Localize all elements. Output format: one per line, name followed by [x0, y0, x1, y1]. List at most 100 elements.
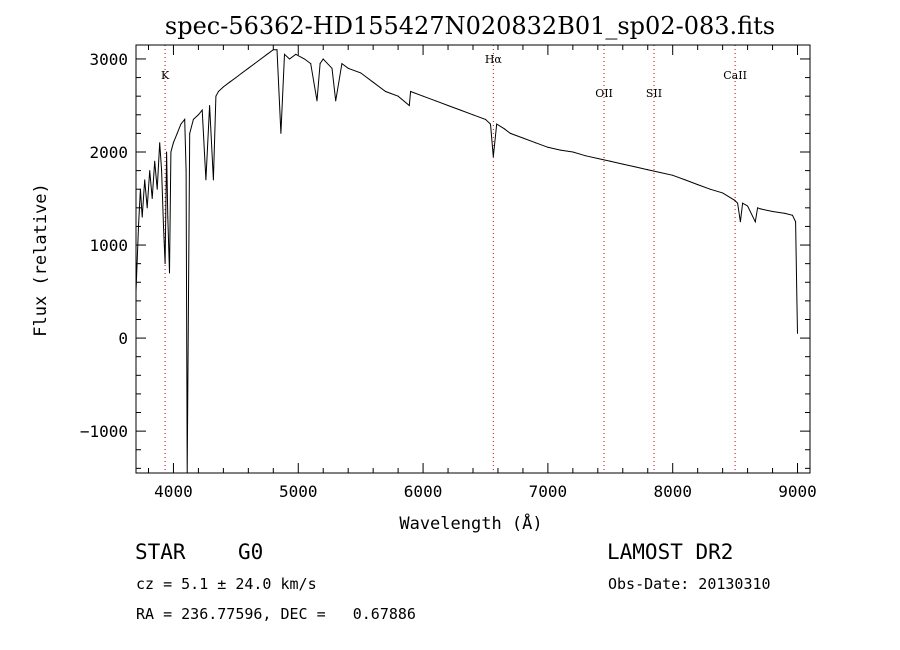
- spectrum-point: [739, 221, 741, 223]
- spectrum-point: [310, 63, 312, 65]
- y-tick-label: 1000: [89, 236, 128, 255]
- spectrum-point: [254, 63, 256, 65]
- spectrum-point: [734, 199, 736, 201]
- spectrum-point: [260, 58, 262, 60]
- spectrum-point: [410, 91, 412, 93]
- object-subclass: G0: [238, 540, 264, 564]
- spectrum-point: [209, 104, 211, 106]
- spectrum-point: [709, 188, 711, 190]
- spectrum-point: [280, 132, 282, 134]
- spectrum-point: [684, 179, 686, 181]
- obs-date: Obs-Date: 20130310: [608, 575, 771, 593]
- spectrum-point: [161, 170, 163, 172]
- spectrum-point: [742, 202, 744, 204]
- redshift-cz: cz = 5.1 ± 24.0 km/s: [136, 575, 317, 593]
- x-tick-label: 5000: [279, 482, 318, 501]
- spectrum-point: [276, 49, 278, 51]
- spectrum-point: [509, 132, 511, 134]
- y-axis: −1000 0 1000 2000 3000: [80, 50, 810, 469]
- spectrum-point: [503, 128, 505, 130]
- x-tick-label: 4000: [154, 482, 193, 501]
- spectrum-point: [659, 171, 661, 173]
- spectrum-point: [622, 163, 624, 165]
- spectrum-point: [460, 109, 462, 111]
- spectrum-point: [572, 151, 574, 153]
- spectrum-point: [397, 95, 399, 97]
- spectrum-point: [341, 63, 343, 65]
- spectrum-point: [757, 207, 759, 209]
- spectrum-point: [319, 63, 321, 65]
- spectrum-point: [266, 53, 268, 55]
- spectrum-point: [180, 123, 182, 125]
- spectrum-point: [184, 118, 186, 120]
- spectrum-point: [584, 155, 586, 157]
- spectrum-point: [235, 77, 237, 79]
- spectrum-point: [164, 263, 166, 265]
- spectrum-point: [484, 118, 486, 120]
- spectrum-point: [360, 72, 362, 74]
- spectrum-point: [151, 198, 153, 200]
- spectrum-point: [372, 81, 374, 83]
- spectrum-point: [176, 132, 178, 134]
- spectrum-point: [215, 95, 217, 97]
- coordinates: RA = 236.77596, DEC = 0.67886: [136, 605, 416, 623]
- x-axis: 4000 5000 6000 7000 8000 9000: [147, 45, 817, 501]
- spectrum-point: [672, 174, 674, 176]
- spectrum-point: [772, 211, 774, 213]
- spectrum-point: [347, 67, 349, 69]
- survey-name: LAMOST DR2: [607, 540, 734, 564]
- spectrum-point: [168, 272, 170, 274]
- spectrum-point: [435, 100, 437, 102]
- spectrum-point: [784, 212, 786, 214]
- spectrum-point: [247, 67, 249, 69]
- spectrum-point: [385, 91, 387, 93]
- spectrum-point: [759, 208, 761, 210]
- y-tick-label: 2000: [89, 143, 128, 162]
- spectrum-point: [316, 100, 318, 102]
- spectrum-point: [295, 53, 297, 55]
- spectrum-point: [322, 58, 324, 60]
- y-tick-label: 3000: [89, 50, 128, 69]
- spectrum-point: [489, 123, 491, 125]
- x-tick-label: 7000: [529, 482, 568, 501]
- line-marker-label-2: OII: [595, 87, 613, 100]
- spectrum-point: [722, 192, 724, 194]
- spectrum-point: [192, 118, 194, 120]
- spectrum-line-0: [136, 49, 798, 473]
- x-tick-label: 8000: [653, 482, 692, 501]
- spectrum-point: [197, 114, 199, 116]
- spectrum-point: [154, 160, 156, 162]
- spectrum-point: [559, 149, 561, 151]
- spectrum-point: [217, 91, 219, 93]
- spectrum-point: [159, 142, 161, 144]
- spectrum-point: [754, 221, 756, 223]
- y-tick-label: 0: [118, 329, 128, 348]
- spectrum-point: [156, 188, 158, 190]
- line-marker-label-0: K: [161, 69, 170, 82]
- spectrum-point: [547, 146, 549, 148]
- spectrum-point: [167, 216, 169, 218]
- spectrum-point: [146, 207, 148, 209]
- spectrum-point: [166, 151, 168, 153]
- spectrum-point: [522, 137, 524, 139]
- spectrum-point: [141, 216, 143, 218]
- spectrum-point: [189, 132, 191, 134]
- spectrum-point: [737, 202, 739, 204]
- spectrum-point: [797, 332, 799, 334]
- x-axis-label: Wavelength (Å): [399, 512, 542, 534]
- spectrum-point: [331, 67, 333, 69]
- spectrum-point: [472, 114, 474, 116]
- y-axis-label: Flux (relative): [31, 183, 51, 337]
- spectrum-point: [647, 169, 649, 171]
- spectrum-point: [212, 179, 214, 181]
- spectrum-point: [222, 86, 224, 88]
- y-tick-label: −1000: [80, 422, 128, 441]
- spectrum-point: [162, 225, 164, 227]
- plot-area: [136, 49, 799, 473]
- spectrum-point: [241, 72, 243, 74]
- spectrum-point: [172, 142, 174, 144]
- spectrum-point: [634, 166, 636, 168]
- spectrum-point: [289, 58, 291, 60]
- chart-title: spec-56362-HD155427N020832B01_sp02-083.f…: [165, 12, 775, 40]
